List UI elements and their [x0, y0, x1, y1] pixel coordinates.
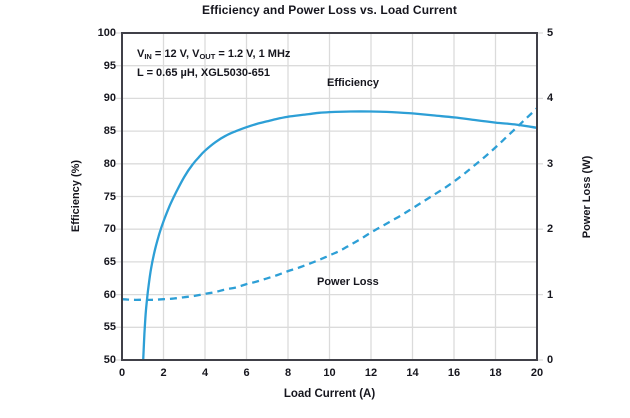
x-tick-label: 2: [160, 367, 167, 379]
x-tick-label: 6: [243, 367, 250, 379]
x-tick-label: 20: [530, 367, 544, 379]
power-loss-curve-label: Power Loss: [317, 276, 379, 288]
left-y-tick-label: 70: [103, 223, 116, 236]
x-tick-label: 12: [364, 367, 378, 379]
right-y-tick-label: 4: [547, 92, 554, 105]
left-y-tick-label: 100: [97, 27, 116, 39]
x-tick-label: 14: [406, 367, 419, 379]
x-tick-label: 18: [489, 367, 502, 379]
right-y-tick-label: 2: [547, 223, 554, 236]
x-tick-label: 0: [118, 367, 126, 379]
x-tick-label: 16: [447, 367, 461, 379]
left-y-tick-label: 60: [103, 288, 116, 301]
left-y-tick-label: 75: [103, 190, 116, 203]
x-tick-label: 8: [284, 367, 292, 379]
conditions-line-2: L = 0.65 µH, XGL5030-651: [137, 67, 271, 79]
left-y-tick-label: 90: [103, 92, 116, 105]
conditions-line-1: VIN = 12 V, VOUT = 1.2 V, 1 MHz: [137, 48, 291, 61]
efficiency-curve: [142, 110, 537, 360]
x-tick-label: 10: [323, 367, 336, 379]
plot-frame: [121, 32, 538, 361]
efficiency-curve-label: Efficiency: [327, 77, 379, 89]
left-y-tick-label: 80: [103, 157, 116, 170]
right-y-tick-label: 3: [547, 157, 554, 170]
left-y-tick-label: 50: [103, 354, 116, 366]
left-y-tick-label: 95: [103, 59, 116, 72]
power-loss-curve: [122, 107, 537, 301]
right-y-tick-label: 1: [547, 288, 554, 301]
x-tick-label: 4: [201, 367, 209, 379]
conditions-annotation: VIN = 12 V, VOUT = 1.2 V, 1 MHz L = 0.65…: [137, 46, 290, 81]
left-y-tick-label: 85: [103, 125, 116, 138]
chart-title: Efficiency and Power Loss vs. Load Curre…: [202, 3, 457, 17]
right-axis-title: Power Loss (W): [581, 155, 593, 239]
right-y-tick-label: 0: [547, 354, 554, 366]
left-axis-title: Efficiency (%): [70, 159, 82, 233]
right-y-tick-label: 5: [547, 27, 554, 39]
left-y-tick-label: 65: [103, 255, 116, 268]
left-y-tick-label: 55: [103, 321, 116, 334]
x-axis-title: Load Current (A): [283, 388, 376, 400]
